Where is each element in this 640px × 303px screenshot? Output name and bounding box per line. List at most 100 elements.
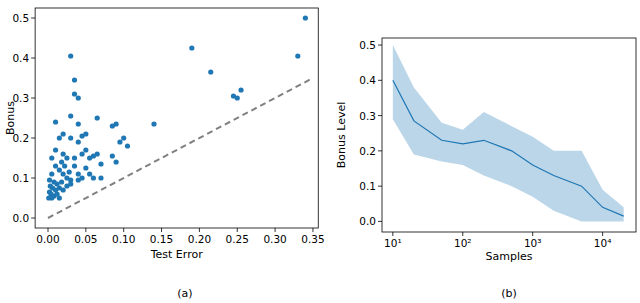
point xyxy=(95,151,100,156)
plot-frame xyxy=(35,8,318,228)
point xyxy=(72,77,77,82)
y-tick xyxy=(31,178,35,179)
point xyxy=(61,171,66,176)
point xyxy=(57,135,62,140)
plot-frame xyxy=(382,38,636,232)
point xyxy=(83,165,88,170)
y-tick-label: 0.4 xyxy=(12,52,29,64)
x-tick xyxy=(392,232,393,236)
point xyxy=(53,163,58,168)
x-tick xyxy=(237,228,238,232)
x-axis-label: Test Error xyxy=(150,248,203,261)
point xyxy=(61,151,66,156)
point xyxy=(235,95,240,100)
y-tick-label: 0.1 xyxy=(12,172,29,184)
point xyxy=(125,143,130,148)
point xyxy=(98,161,103,166)
point xyxy=(151,121,156,126)
x-tick xyxy=(312,228,313,232)
y-axis-label: Bonus xyxy=(4,101,17,135)
point xyxy=(76,95,81,100)
y-axis-label: Bonus Level xyxy=(335,102,348,168)
point xyxy=(53,147,58,152)
y-tick xyxy=(31,18,35,19)
y-tick xyxy=(378,115,382,116)
point xyxy=(76,139,81,144)
chart-1: 10¹10²10³10⁴0.00.10.20.30.40.5SamplesBon… xyxy=(335,38,636,300)
point xyxy=(64,155,69,160)
point xyxy=(72,163,77,168)
point xyxy=(47,177,52,182)
point xyxy=(79,151,84,156)
chart-0: 0.000.050.100.150.200.250.300.350.00.10.… xyxy=(4,8,325,300)
figure: 0.000.050.100.150.200.250.300.350.00.10.… xyxy=(0,0,640,303)
point xyxy=(98,175,103,180)
point xyxy=(110,153,115,158)
point xyxy=(95,115,100,120)
band xyxy=(393,45,624,221)
line xyxy=(48,78,313,218)
point xyxy=(79,175,84,180)
point xyxy=(83,147,88,152)
point xyxy=(87,171,92,176)
y-tick xyxy=(378,80,382,81)
x-tick xyxy=(532,232,533,236)
point xyxy=(61,187,66,192)
y-tick-label: 0.0 xyxy=(359,215,376,227)
point xyxy=(68,181,73,186)
x-tick-label: 0.30 xyxy=(263,233,286,245)
y-tick-label: 0.0 xyxy=(12,212,29,224)
y-tick xyxy=(378,221,382,222)
plot-area xyxy=(46,15,313,218)
point xyxy=(121,135,126,140)
point xyxy=(72,155,77,160)
y-tick-label: 0.4 xyxy=(359,74,376,86)
y-tick-label: 0.2 xyxy=(359,145,376,157)
x-tick-label: 10⁴ xyxy=(594,237,612,249)
point xyxy=(67,169,72,174)
point xyxy=(72,91,77,96)
point xyxy=(303,15,308,20)
x-axis-label: Samples xyxy=(486,250,533,263)
point xyxy=(76,121,81,126)
caption: (a) xyxy=(177,287,192,300)
y-tick xyxy=(31,138,35,139)
point xyxy=(68,53,73,58)
x-tick-label: 0.15 xyxy=(150,233,173,245)
x-tick-label: 0.10 xyxy=(112,233,135,245)
x-tick-label: 10³ xyxy=(524,237,542,249)
x-tick xyxy=(161,228,162,232)
point xyxy=(114,121,119,126)
x-tick xyxy=(199,228,200,232)
x-tick-label: 10² xyxy=(454,237,472,249)
x-tick-label: 0.00 xyxy=(36,233,59,245)
point xyxy=(295,53,300,58)
y-tick xyxy=(31,218,35,219)
y-tick xyxy=(31,58,35,59)
x-tick xyxy=(48,228,49,232)
point xyxy=(189,45,194,50)
point xyxy=(83,131,88,136)
x-tick-label: 0.20 xyxy=(188,233,211,245)
x-tick-label: 0.05 xyxy=(74,233,97,245)
point xyxy=(57,195,62,200)
x-tick-label: 0.25 xyxy=(226,233,249,245)
y-tick xyxy=(378,150,382,151)
y-tick xyxy=(31,98,35,99)
point xyxy=(68,135,73,140)
point xyxy=(59,159,64,164)
point xyxy=(53,119,58,124)
y-tick xyxy=(378,45,382,46)
y-tick-label: 0.3 xyxy=(359,110,376,122)
caption: (b) xyxy=(501,287,517,300)
x-tick xyxy=(123,228,124,232)
x-tick xyxy=(85,228,86,232)
x-tick xyxy=(602,232,603,236)
point xyxy=(57,167,62,172)
plot-area xyxy=(393,45,624,221)
point xyxy=(61,131,66,136)
y-tick-label: 0.1 xyxy=(359,180,376,192)
x-tick xyxy=(275,228,276,232)
line xyxy=(393,80,624,216)
x-tick-label: 10¹ xyxy=(384,237,402,249)
